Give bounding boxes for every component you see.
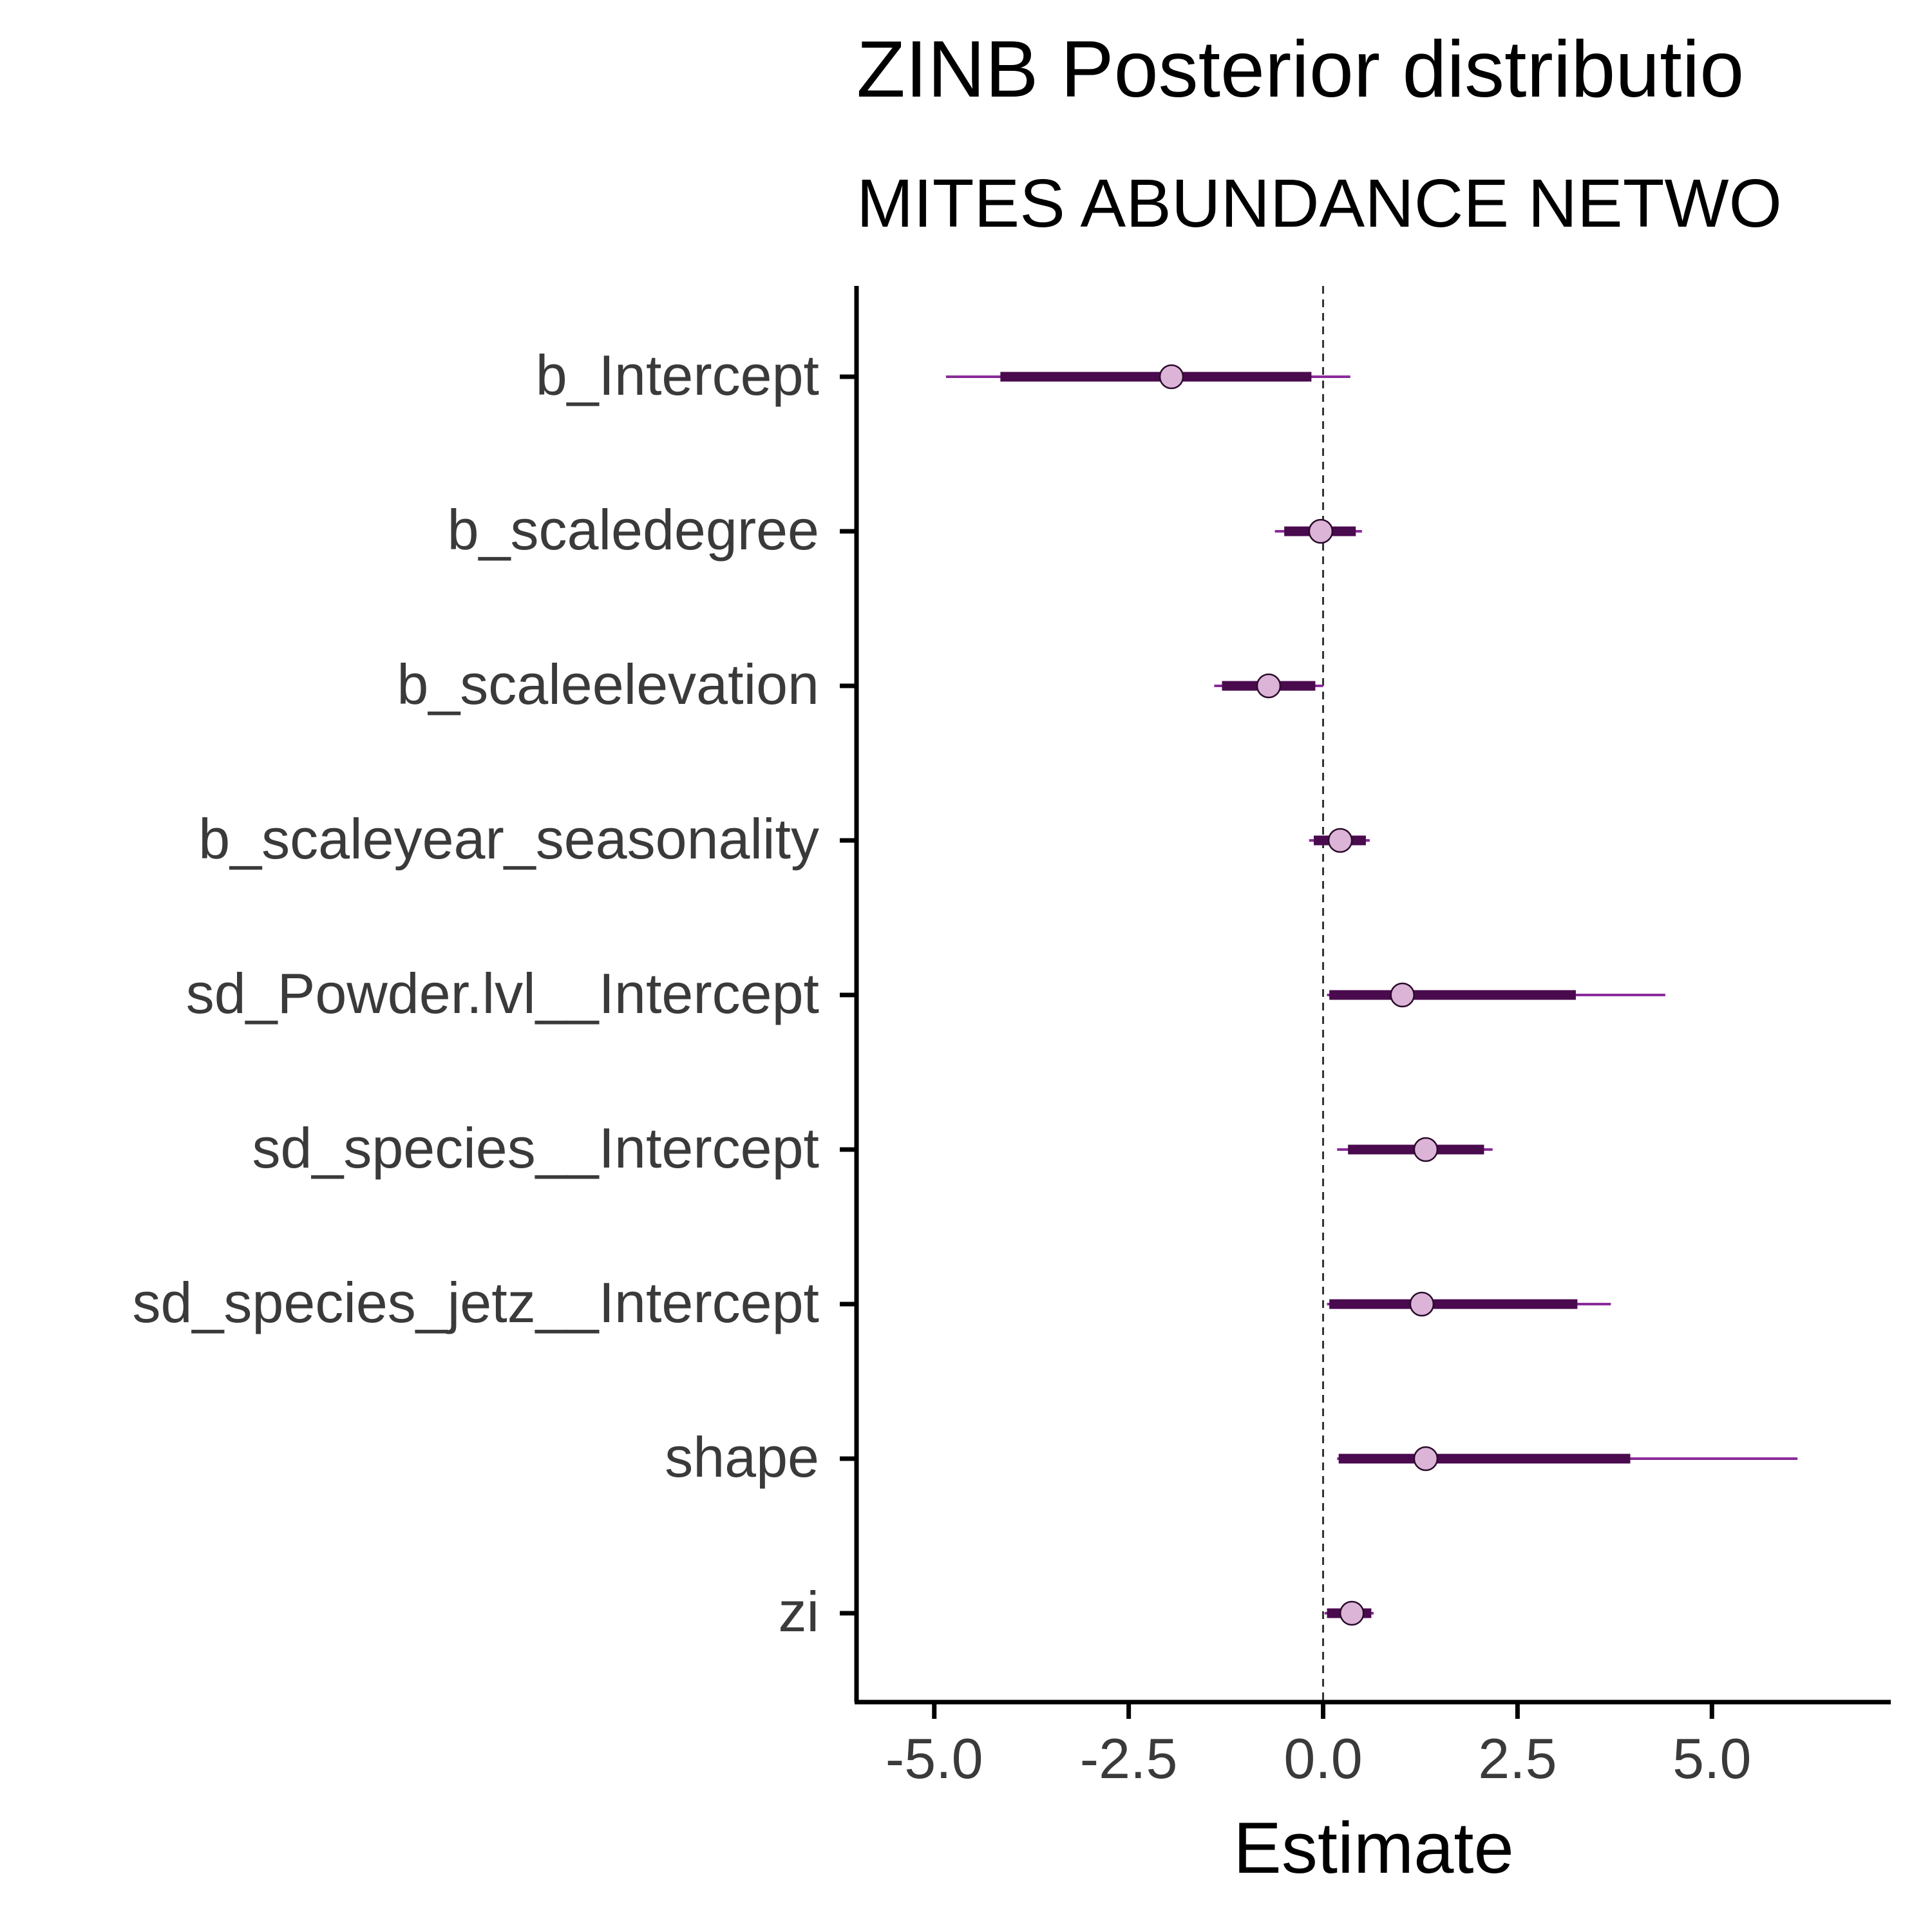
x-tick-label: -5.0: [886, 1727, 983, 1790]
point-estimate: [1308, 518, 1334, 544]
chart-title: ZINB Posterior distributio: [857, 25, 1744, 114]
point-estimate: [1339, 1600, 1365, 1626]
x-tick-label: 5.0: [1672, 1727, 1751, 1790]
x-tick-label: 2.5: [1478, 1727, 1557, 1790]
y-tick-label: b_scaledegree: [448, 498, 819, 562]
y-tick-label: b_Intercept: [536, 343, 819, 407]
x-tick-label: -2.5: [1080, 1727, 1178, 1790]
point-estimate: [1256, 673, 1282, 699]
y-tick-label: b_scaleelevation: [397, 652, 819, 716]
x-axis-title: Estimate: [1233, 1808, 1514, 1888]
point-estimate: [1390, 982, 1415, 1008]
point-estimate: [1413, 1446, 1439, 1472]
x-tick-label: 0.0: [1283, 1727, 1362, 1790]
point-estimate: [1327, 828, 1353, 853]
chart-subtitle: MITES ABUNDANCE NETWO: [857, 166, 1782, 242]
y-tick-label: zi: [778, 1580, 819, 1643]
y-tick-label: sd_species_jetz__Intercept: [133, 1271, 819, 1334]
y-tick-label: shape: [665, 1425, 819, 1489]
y-tick-label: sd_species__Intercept: [252, 1116, 819, 1180]
y-tick-label: b_scaleyear_seasonality: [198, 807, 819, 871]
y-tick-label: sd_Powder.lvl__Intercept: [186, 961, 819, 1025]
point-estimate: [1409, 1291, 1435, 1317]
point-estimate: [1413, 1137, 1439, 1162]
point-estimate: [1159, 364, 1184, 390]
